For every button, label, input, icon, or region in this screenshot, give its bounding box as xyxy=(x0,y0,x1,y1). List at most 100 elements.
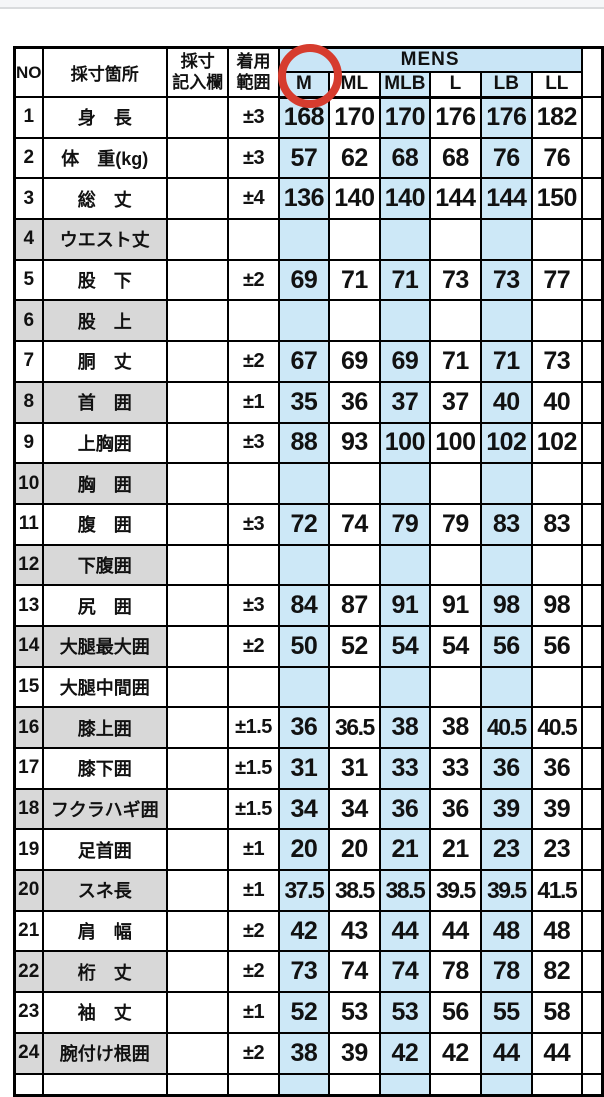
size-value: 48 xyxy=(531,909,583,953)
size-value: 37 xyxy=(378,380,432,424)
row-number: 4 xyxy=(13,218,44,261)
table-row: 20 スネ長 ±1 37.5 38.5 38.5 39.5 39.5 41.5 xyxy=(13,869,604,912)
entry-cell xyxy=(166,706,230,749)
row-number: 5 xyxy=(13,258,44,302)
page-top-divider xyxy=(0,0,604,9)
cutoff-cell xyxy=(580,502,604,546)
size-value xyxy=(531,462,583,505)
part-label: 大腿中間囲 xyxy=(41,665,169,709)
size-value xyxy=(378,543,432,587)
size-value: 20 xyxy=(277,828,331,872)
size-value: 37.5 xyxy=(277,869,331,912)
size-value: 176 xyxy=(479,96,534,139)
entry-cell xyxy=(166,96,230,139)
size-value: 144 xyxy=(429,177,482,221)
range-value: ±1.5 xyxy=(227,787,280,831)
range-value: ±3 xyxy=(227,502,280,546)
row-number: 6 xyxy=(13,299,44,343)
table-row: 17 膝下囲 ±1.5 31 31 33 33 36 36 xyxy=(13,747,604,790)
entry-cell xyxy=(166,299,230,343)
col-header-no: NO xyxy=(13,46,44,98)
size-value: 39.5 xyxy=(479,869,534,912)
size-value: 36 xyxy=(531,747,583,790)
size-value: 71 xyxy=(429,340,482,383)
size-value: 71 xyxy=(328,258,381,302)
part-label xyxy=(41,1072,169,1097)
table-row: 4 ウエスト丈 xyxy=(13,218,604,261)
entry-cell xyxy=(166,462,230,505)
cutoff-cell xyxy=(580,828,604,872)
part-label: 尻 囲 xyxy=(41,584,169,627)
size-value: 57 xyxy=(277,136,331,180)
size-value xyxy=(429,299,482,343)
size-value: 38 xyxy=(378,706,432,749)
cutoff-cell xyxy=(580,624,604,668)
size-value: 73 xyxy=(429,258,482,302)
table-row: 22 桁 丈 ±2 73 74 74 78 78 82 xyxy=(13,950,604,994)
part-label: スネ長 xyxy=(41,869,169,912)
size-value: 48 xyxy=(479,909,534,953)
size-value: 36 xyxy=(429,787,482,831)
col-header-size-l: L xyxy=(429,71,482,99)
size-value: 72 xyxy=(277,502,331,546)
size-value: 54 xyxy=(429,624,482,668)
part-label: 上胸囲 xyxy=(41,421,169,465)
entry-cell xyxy=(166,828,230,872)
size-value: 44 xyxy=(479,1031,534,1075)
cutoff-cell xyxy=(580,96,604,139)
part-label: 体 重(kg) xyxy=(41,136,169,180)
size-value: 44 xyxy=(531,1031,583,1075)
size-value: 102 xyxy=(479,421,534,465)
size-value: 36 xyxy=(277,706,331,749)
size-value: 170 xyxy=(378,96,432,139)
range-value: ±4 xyxy=(227,177,280,221)
entry-cell xyxy=(166,665,230,709)
size-value: 83 xyxy=(479,502,534,546)
size-value: 76 xyxy=(479,136,534,180)
range-value: ±2 xyxy=(227,909,280,953)
size-value xyxy=(531,218,583,261)
range-value: ±3 xyxy=(227,421,280,465)
table-row: 24 腕付け根囲 ±2 38 39 42 42 44 44 xyxy=(13,1031,604,1075)
size-value: 78 xyxy=(429,950,482,994)
size-value xyxy=(429,218,482,261)
size-value: 69 xyxy=(378,340,432,383)
part-label: ウエスト丈 xyxy=(41,218,169,261)
range-value: ±2 xyxy=(227,340,280,383)
row-number: 19 xyxy=(13,828,44,872)
entry-cell xyxy=(166,136,230,180)
range-value: ±3 xyxy=(227,584,280,627)
size-value: 73 xyxy=(277,950,331,994)
size-value: 41.5 xyxy=(531,869,583,912)
row-number: 16 xyxy=(13,706,44,749)
row-number: 3 xyxy=(13,177,44,221)
size-value: 93 xyxy=(328,421,381,465)
size-value: 71 xyxy=(479,340,534,383)
col-header-range: 着用 範囲 xyxy=(227,46,280,98)
size-value xyxy=(479,543,534,587)
range-value xyxy=(227,543,280,587)
table-row: 10 胸 囲 xyxy=(13,462,604,505)
size-value: 74 xyxy=(328,502,381,546)
row-number: 22 xyxy=(13,950,44,994)
size-value: 50 xyxy=(277,624,331,668)
size-value xyxy=(531,543,583,587)
size-value: 73 xyxy=(479,258,534,302)
size-value xyxy=(479,1072,534,1097)
size-value: 36 xyxy=(378,787,432,831)
range-value: ±1 xyxy=(227,380,280,424)
range-value: ±3 xyxy=(227,96,280,139)
cutoff-cell xyxy=(580,136,604,180)
size-value: 100 xyxy=(378,421,432,465)
table-row: 16 膝上囲 ±1.5 36 36.5 38 38 40.5 40.5 xyxy=(13,706,604,749)
table-row: 9 上胸囲 ±3 88 93 100 100 102 102 xyxy=(13,421,604,465)
row-number: 18 xyxy=(13,787,44,831)
size-value: 74 xyxy=(378,950,432,994)
range-value xyxy=(227,462,280,505)
size-value xyxy=(277,1072,331,1097)
size-value: 21 xyxy=(429,828,482,872)
size-value: 52 xyxy=(277,991,331,1034)
